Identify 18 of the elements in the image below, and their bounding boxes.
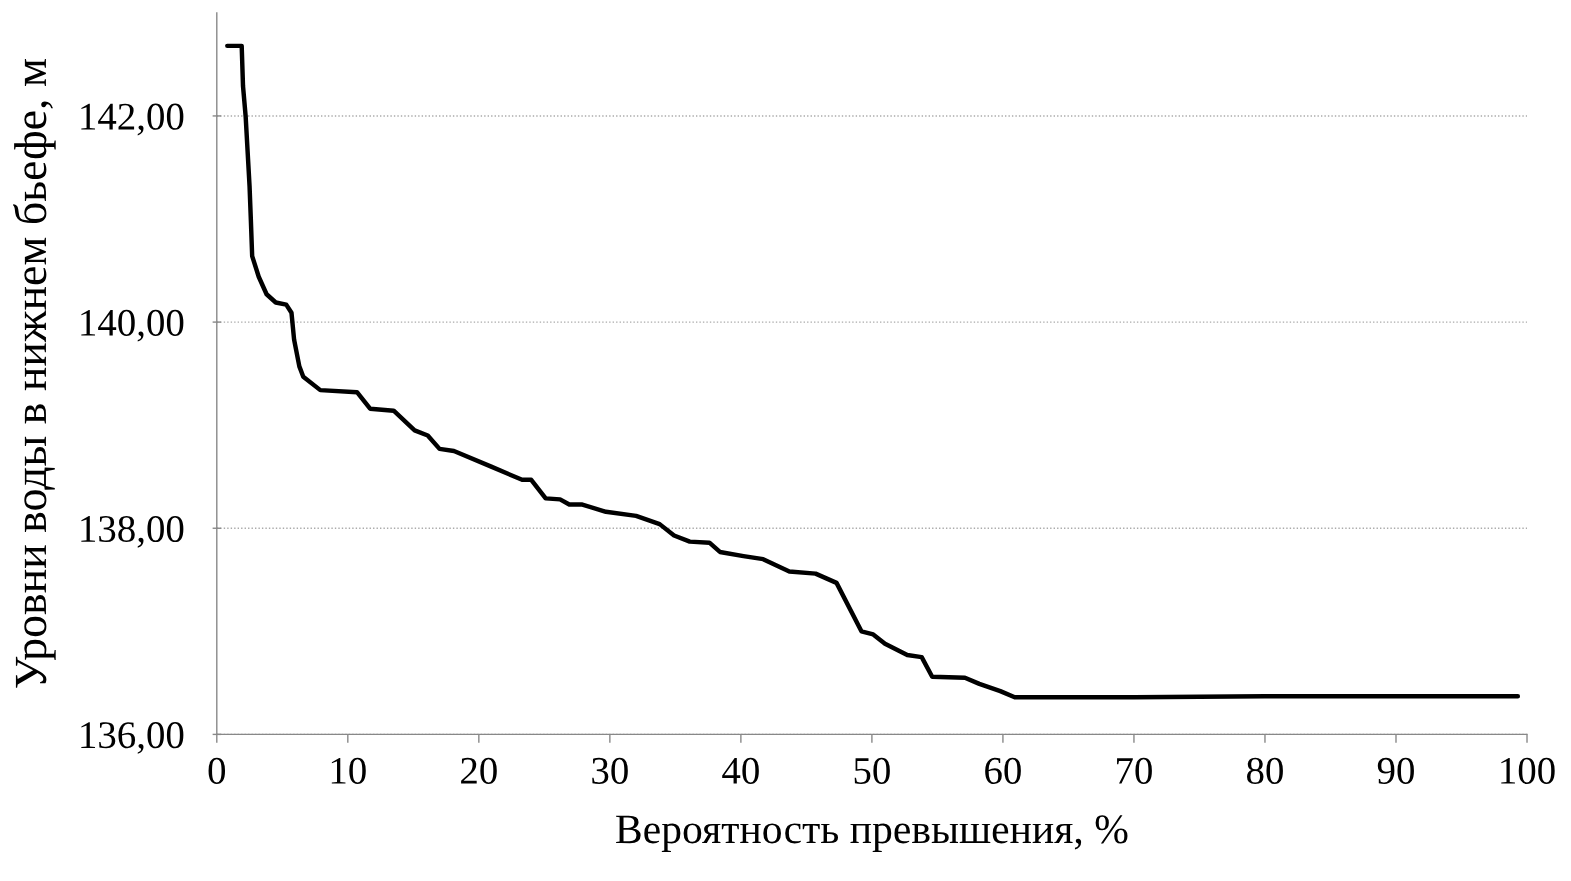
x-tick-label: 100 — [1501, 757, 1555, 784]
x-tick-label: 80 — [1247, 757, 1283, 784]
x-axis-title: Вероятность превышения, % — [616, 815, 1128, 852]
x-tick-label: 50 — [854, 757, 890, 784]
line-series — [225, 43, 1521, 700]
x-tick-label: 70 — [1117, 757, 1152, 784]
x-tick-label: 20 — [461, 757, 497, 784]
y-tick-label: 142,00 — [81, 103, 184, 136]
x-tick-label: 30 — [592, 757, 628, 784]
y-axis-title: Уровни воды в нижнем бьефе, м — [13, 59, 56, 688]
y-tick-label: 140,00 — [81, 309, 184, 342]
y-tick-label: 138,00 — [81, 515, 184, 548]
y-tick-label: 136,00 — [81, 722, 184, 754]
x-tick-label: 40 — [722, 757, 759, 784]
x-tick-label: 90 — [1377, 757, 1414, 784]
x-tick-label: 10 — [331, 757, 366, 784]
x-tick-label: 60 — [985, 757, 1021, 784]
x-tick-label: 0 — [208, 757, 226, 784]
